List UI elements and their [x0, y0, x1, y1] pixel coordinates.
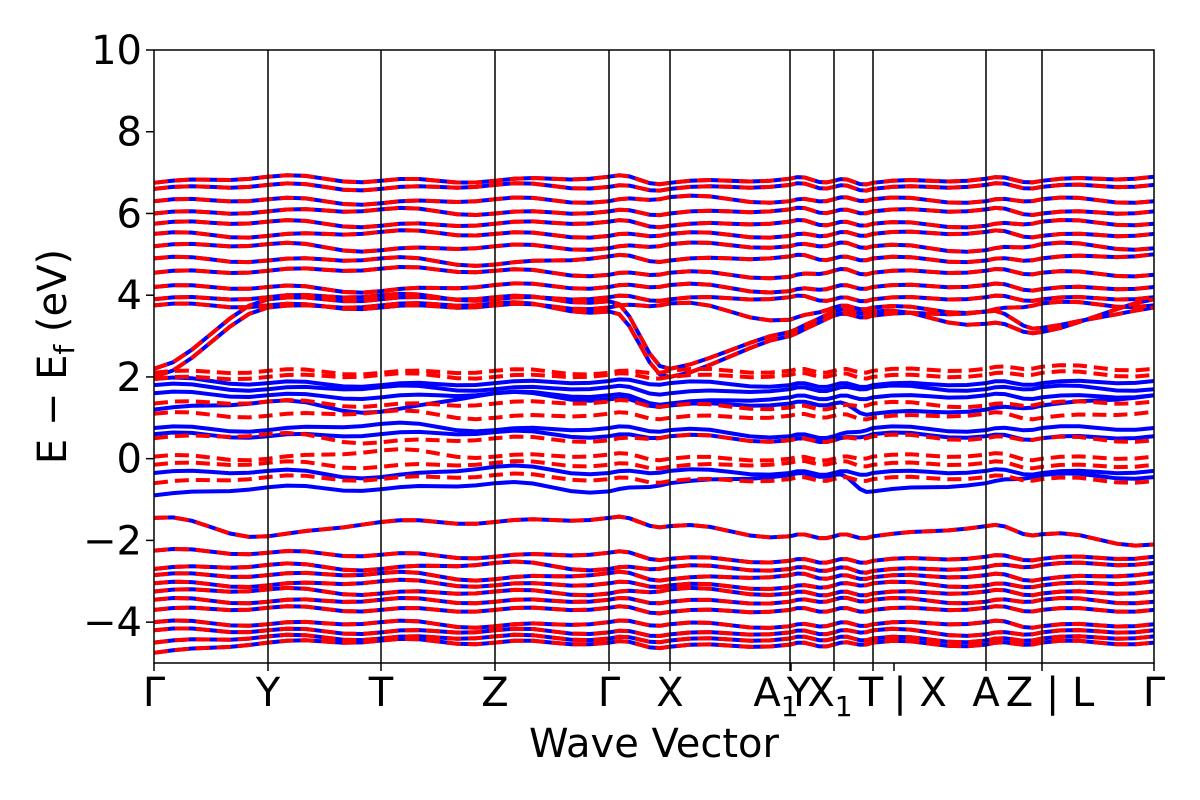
blue-band-line-29 — [153, 389, 1155, 417]
x-tick-label-13: Γ — [1143, 670, 1166, 716]
red-band-series — [153, 173, 1155, 655]
red-band-line-3 — [153, 569, 1155, 583]
red-band-line-30 — [153, 430, 1155, 446]
blue-band-line-28 — [153, 389, 1155, 407]
red-band-line-8 — [153, 618, 1155, 630]
x-tick-label-3: Z — [481, 670, 508, 716]
red-band-line-21 — [153, 217, 1155, 230]
red-band-line-4 — [153, 577, 1155, 592]
red-band-line-15 — [153, 291, 1155, 304]
red-band-line-6 — [153, 595, 1155, 606]
red-band-line-19 — [153, 240, 1155, 254]
x-tick-label-5: X — [656, 670, 683, 716]
y-tick-label-6: 8 — [117, 110, 142, 156]
y-axis-ticks: −4 −2 0 2 4 6 8 10 — [83, 28, 154, 646]
red-band-line-12 — [153, 293, 1155, 371]
red-band-line-22 — [153, 205, 1155, 218]
red-band-line-29 — [153, 408, 1155, 422]
red-band-line-33 — [153, 471, 1155, 486]
red-band-line-31 — [153, 447, 1155, 463]
blue-band-line-27 — [153, 381, 1155, 397]
red-band-line-10 — [153, 632, 1155, 645]
y-tick-label-1: −2 — [83, 518, 142, 564]
red-band-line-25 — [153, 173, 1155, 187]
y-tick-label-4: 4 — [117, 273, 142, 319]
red-band-line-7 — [153, 604, 1155, 616]
x-tick-label-0: Γ — [143, 670, 166, 716]
red-band-line-23 — [153, 193, 1155, 207]
red-band-line-1 — [153, 546, 1155, 565]
x-tick-label-9: T — [858, 670, 884, 716]
red-band-line-18 — [153, 252, 1155, 268]
y-tick-label-2: 0 — [117, 437, 142, 483]
x-tick-label-8: X1 — [807, 670, 852, 723]
x-tick-label-10: | X — [893, 670, 947, 716]
y-axis-label-unit: (eV) — [30, 249, 76, 345]
red-band-line-24 — [153, 181, 1155, 193]
y-tick-label-5: 6 — [117, 191, 142, 237]
high-symmetry-lines — [267, 50, 1043, 663]
y-axis-label-main: E − E — [30, 355, 76, 465]
red-band-line-26 — [153, 363, 1155, 377]
x-tick-label-7: Y — [786, 670, 812, 716]
red-band-line-17 — [153, 264, 1155, 281]
red-band-line-11 — [153, 636, 1155, 655]
red-band-line-32 — [153, 459, 1155, 471]
red-band-line-27 — [153, 369, 1155, 382]
plot-frame — [153, 49, 1155, 664]
y-axis-label: E − Ef (eV) — [30, 249, 81, 464]
y-tick-label-0: −4 — [83, 600, 142, 646]
x-tick-label-6: A1 — [753, 670, 798, 723]
red-band-line-14 — [153, 299, 1155, 323]
red-band-line-0 — [153, 514, 1155, 548]
blue-band-line-26 — [153, 375, 1155, 389]
y-axis-label-subscript: f — [48, 344, 81, 355]
red-band-line-2 — [153, 559, 1155, 575]
red-band-line-20 — [153, 228, 1155, 240]
x-tick-label-4: Γ — [598, 670, 621, 716]
x-tick-label-1: Y — [255, 670, 281, 716]
blue-band-line-30 — [153, 420, 1155, 440]
red-band-line-5 — [153, 585, 1155, 598]
y-tick-label-3: 2 — [117, 355, 142, 401]
y-tick-label-7: 10 — [91, 28, 142, 74]
red-band-line-9 — [153, 626, 1155, 639]
x-axis-label: Wave Vector — [529, 721, 780, 767]
x-tick-label-2: T — [368, 670, 394, 716]
red-band-line-28 — [153, 397, 1155, 412]
x-tick-label-11: A — [972, 670, 1000, 716]
x-tick-label-12: Z | L — [1006, 670, 1095, 716]
red-band-line-16 — [153, 281, 1155, 295]
blue-band-line-32 — [153, 463, 1155, 481]
